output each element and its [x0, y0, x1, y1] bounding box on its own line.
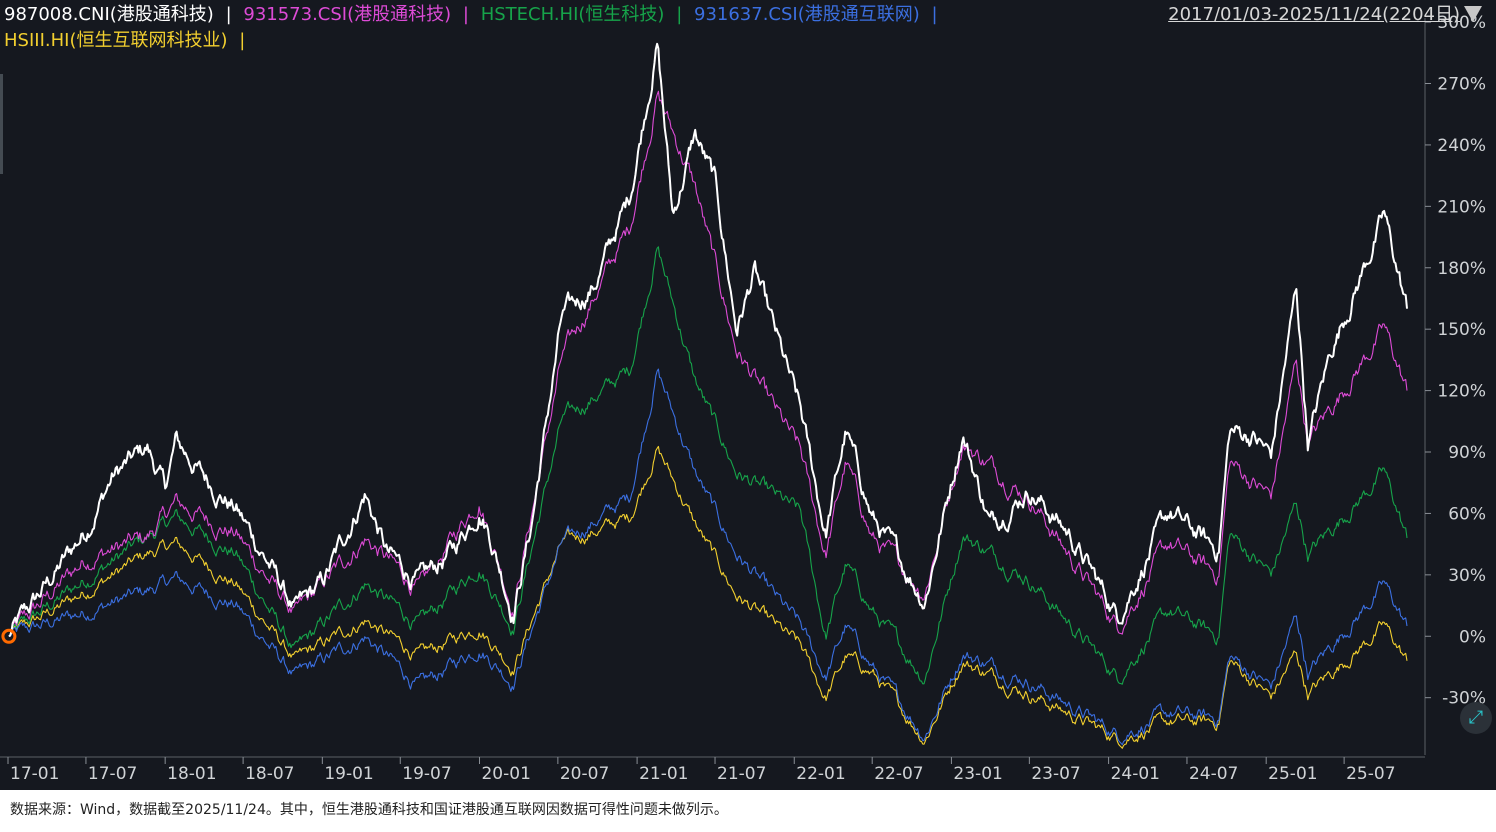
legend-item-hsiii[interactable]: HSIII.HI(恒生互联网科技业): [4, 30, 228, 51]
chart-panel: 300% 270% 240% 210% 180% 150% 120% 90% 60% 30% 0% -…: [0, 0, 1496, 790]
legend-row-2: HSIII.HI(恒生互联网科技业) |: [4, 30, 251, 52]
y-tick-label: 210%: [1437, 197, 1486, 217]
y-tick-label: 30%: [1448, 566, 1486, 586]
x-tick-label: 19-07: [402, 764, 451, 784]
series-line: [8, 246, 1408, 685]
legend-row-1: 987008.CNI(港股通科技) | 931573.CSI(港股通科技) | …: [4, 4, 944, 26]
legend-separator: |: [225, 4, 232, 25]
x-tick-label: 20-07: [560, 764, 609, 784]
y-tick-label: 270%: [1437, 75, 1486, 95]
x-tick-label: 21-07: [717, 764, 766, 784]
expand-icon[interactable]: ⤢: [1460, 702, 1492, 734]
x-tick-label: 23-01: [953, 764, 1002, 784]
x-axis: 17-01 17-07 18-01 18-07 19-01 19-07 20-01 20-07…: [0, 756, 1425, 784]
line-chart: 300%270%240%210%180%150%120%90%60%30%0%-…: [0, 13, 1486, 784]
y-tick-label: 180%: [1437, 259, 1486, 279]
legend-separator: |: [239, 30, 246, 51]
x-tick-label: 19-01: [324, 764, 373, 784]
y-tick-label: 150%: [1437, 320, 1486, 340]
y-tick-label: 120%: [1437, 382, 1486, 402]
series-line: [8, 42, 1408, 638]
legend-item-931573[interactable]: 931573.CSI(港股通科技): [243, 4, 452, 25]
legend-item-931637[interactable]: 931637.CSI(港股通互联网): [694, 4, 920, 25]
series-line: [8, 368, 1408, 746]
x-tick-label: 25-01: [1268, 764, 1317, 784]
x-tick-label: 20-01: [481, 764, 530, 784]
y-tick-label: 240%: [1437, 136, 1486, 156]
x-tick-label: 18-07: [245, 764, 294, 784]
legend-separator: |: [931, 4, 938, 25]
y-tick-label: 90%: [1448, 443, 1486, 463]
y-axis: 300%270%240%210%180%150%120%90%60%30%0%-…: [1424, 13, 1486, 755]
start-marker[interactable]: [1, 628, 17, 644]
x-tick-label: 22-01: [796, 764, 845, 784]
x-tick-label: 24-07: [1189, 764, 1238, 784]
scroll-handle[interactable]: [0, 74, 3, 174]
x-tick-label: 25-07: [1346, 764, 1395, 784]
legend-item-hstech[interactable]: HSTECH.HI(恒生科技): [480, 4, 665, 25]
x-tick-label: 21-01: [639, 764, 688, 784]
footnote: 数据来源：Wind，数据截至2025/11/24。其中，恒生港股通科技和国证港股…: [10, 802, 728, 818]
x-tick-label: 24-01: [1111, 764, 1160, 784]
series-line: [8, 90, 1408, 637]
x-tick-label: 23-07: [1031, 764, 1080, 784]
legend-separator: |: [462, 4, 469, 25]
legend-separator: |: [676, 4, 683, 25]
y-tick-label: 60%: [1448, 504, 1486, 524]
x-tick-label: 22-07: [874, 764, 923, 784]
x-tick-label: 17-01: [10, 764, 59, 784]
series-line: [8, 445, 1408, 749]
legend-item-987008[interactable]: 987008.CNI(港股通科技): [4, 4, 214, 25]
y-tick-label: 0%: [1459, 627, 1486, 647]
chevron-down-icon[interactable]: [1464, 6, 1482, 22]
x-tick-label: 18-01: [167, 764, 216, 784]
date-range-selector[interactable]: 2017/01/03-2025/11/24(2204日): [1168, 4, 1460, 25]
x-tick-label: 17-07: [88, 764, 137, 784]
